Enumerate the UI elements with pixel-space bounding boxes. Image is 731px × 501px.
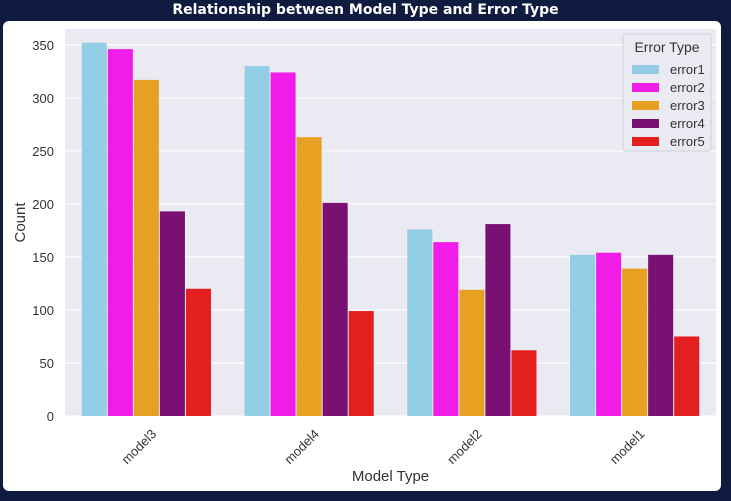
y-tick-label: 250 [32,144,54,159]
legend-label-error2: error2 [670,80,705,95]
legend: Error Type error1 error2 error3 error4 error… [622,33,712,152]
bar-model2-error5 [511,350,537,416]
bar-model3-error4 [159,211,185,416]
y-tick-label: 200 [32,197,54,212]
legend-swatch-error4 [632,119,659,128]
x-tick-label: model3 [119,426,160,467]
bars [81,42,700,416]
legend-label-error3: error3 [670,98,705,113]
bar-model2-error1 [407,229,433,416]
x-tick-label: model2 [444,426,485,467]
bar-model3-error5 [185,288,211,416]
y-tick-label: 100 [32,303,54,318]
bar-model1-error5 [674,336,700,416]
x-tick-label: model4 [281,426,322,467]
y-axis-ticks: 0 50 100 150 200 250 300 350 [32,38,54,424]
y-tick-label: 150 [32,250,54,265]
bar-model1-error3 [622,268,648,416]
x-axis-ticks: model3 model4 model2 model1 [119,426,648,467]
legend-label-error5: error5 [670,134,705,149]
bar-model3-error3 [133,79,159,416]
bar-model4-error1 [244,66,270,416]
legend-swatch-error2 [632,83,659,92]
bar-model4-error2 [270,72,296,416]
bar-model4-error3 [296,137,322,416]
bar-model4-error5 [348,311,374,416]
bar-model3-error1 [81,42,107,416]
legend-label-error1: error1 [670,62,705,77]
bar-chart: 0 50 100 150 200 250 300 350 model3 model4 model2… [12,29,716,485]
legend-swatch-error1 [632,65,659,74]
chart-card: 0 50 100 150 200 250 300 350 model3 model4 model2… [3,21,721,491]
x-tick-label: model1 [607,426,648,467]
bar-model1-error2 [596,252,622,416]
x-axis-label: Model Type [352,468,429,485]
bar-model2-error3 [459,289,485,416]
y-tick-label: 0 [47,409,54,424]
bar-model2-error2 [433,242,459,416]
legend-swatch-error3 [632,101,659,110]
bar-model1-error4 [648,254,674,416]
y-tick-label: 300 [32,91,54,106]
y-tick-label: 50 [40,356,54,371]
y-tick-label: 350 [32,38,54,53]
chart-title: Relationship between Model Type and Erro… [172,2,559,18]
bar-model3-error2 [107,49,133,416]
bar-model1-error1 [570,254,596,416]
bar-model2-error4 [485,224,511,416]
legend-swatch-error5 [632,137,659,146]
bar-model4-error4 [322,202,348,416]
y-axis-label: Count [12,202,29,243]
legend-title: Error Type [634,39,699,55]
legend-label-error4: error4 [670,116,705,131]
